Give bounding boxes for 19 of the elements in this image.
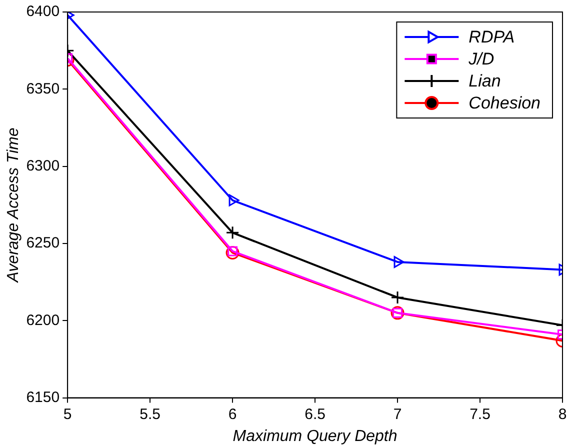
legend-label: RDPA [468, 28, 515, 47]
x-tick-label: 7.5 [470, 406, 490, 423]
x-tick-label: 7 [393, 406, 402, 423]
y-tick-label: 6400 [26, 3, 60, 20]
y-tick-label: 6200 [26, 312, 60, 329]
y-tick-label: 6150 [26, 388, 60, 406]
y-tick-label: 6250 [26, 234, 60, 252]
y-tick-label: 6350 [26, 80, 60, 98]
y-axis-title: Average Access Time [5, 128, 22, 284]
x-axis-title: Maximum Query Depth [232, 428, 398, 445]
x-tick-label: 6 [228, 406, 237, 423]
legend-label: Cohesion [468, 94, 540, 113]
x-tick-label: 5 [63, 406, 72, 423]
x-tick-label: 6.5 [304, 406, 326, 423]
x-tick-label: 8 [558, 406, 567, 423]
legend-label: J/D [468, 50, 494, 69]
y-tick-label: 6300 [26, 157, 60, 174]
x-tick-label: 5.5 [140, 406, 160, 423]
legend-label: Lian [468, 72, 501, 91]
